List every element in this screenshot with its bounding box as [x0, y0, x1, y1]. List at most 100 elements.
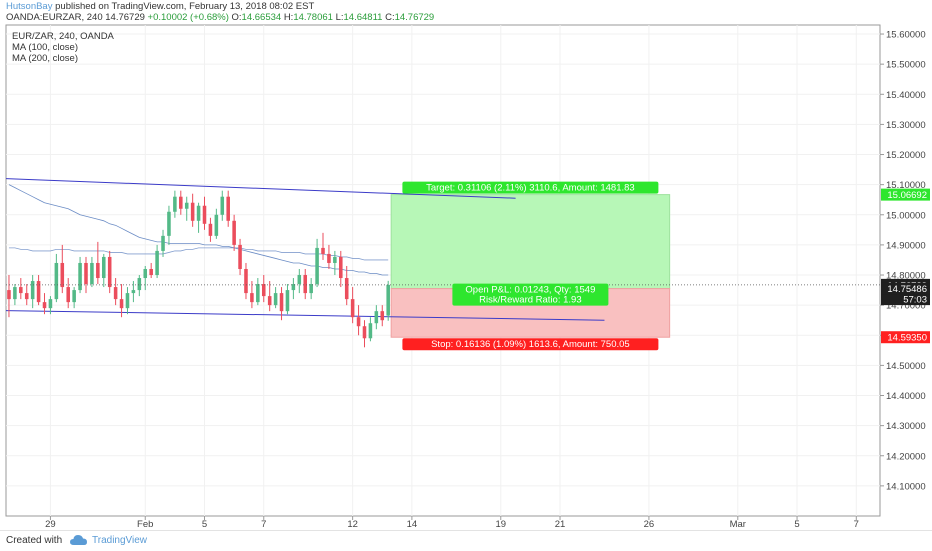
- candle-body: [315, 247, 319, 285]
- position-tool[interactable]: [390, 194, 671, 338]
- y-tick-label: 14.90000: [886, 240, 926, 251]
- y-tick-label: 15.40000: [886, 90, 926, 101]
- trendline: [5, 310, 605, 321]
- candle: [309, 278, 313, 300]
- candle-body: [107, 256, 112, 288]
- y-tick-label: 14.30000: [886, 421, 926, 432]
- candle-body: [250, 293, 254, 303]
- candle-body: [54, 262, 59, 300]
- candle-body: [19, 287, 23, 294]
- x-tick-label: 5: [794, 519, 799, 530]
- candle: [167, 205, 171, 245]
- time-axis[interactable]: 29 Feb 5 7 12 14 19 21 26 Mar 5 7: [45, 516, 859, 530]
- candle: [7, 275, 11, 318]
- candle-body: [90, 262, 94, 285]
- candle-body: [273, 293, 278, 306]
- candle: [161, 229, 165, 257]
- candle: [279, 287, 284, 321]
- candle-body: [24, 293, 29, 300]
- publish-line: HutsonBay published on TradingView.com, …: [6, 1, 314, 12]
- price-axis-badge-bg: [881, 282, 930, 295]
- candle: [101, 253, 106, 288]
- candle-body: [256, 284, 260, 303]
- candle: [24, 284, 29, 306]
- target-zone[interactable]: [390, 194, 671, 290]
- candle-body: [72, 290, 76, 303]
- candle: [84, 256, 88, 294]
- candle: [48, 296, 53, 315]
- trendlines[interactable]: [5, 178, 605, 321]
- candle: [90, 256, 94, 288]
- author-name[interactable]: HutsonBay: [6, 1, 53, 12]
- candle-body: [96, 262, 100, 279]
- candle-body: [226, 196, 230, 221]
- candle: [214, 208, 219, 239]
- position-labels: Target: 0.31106 (2.11%) 3110.6, Amount: …: [402, 181, 659, 351]
- candle: [261, 275, 266, 303]
- candle: [149, 262, 153, 279]
- candle: [250, 281, 254, 309]
- chart-legend: EUR/ZAR, 240, OANDA MA (100, close) MA (…: [12, 31, 115, 64]
- candle-body: [113, 287, 118, 300]
- candle: [42, 293, 47, 315]
- x-tick-label: 7: [854, 519, 859, 530]
- candle-body: [261, 284, 266, 297]
- candle: [374, 305, 379, 330]
- tradingview-brand[interactable]: TradingView: [92, 535, 148, 546]
- candle: [362, 320, 367, 348]
- candle-body: [119, 299, 124, 309]
- candle: [220, 190, 225, 221]
- candle: [13, 284, 17, 306]
- candle-body: [333, 256, 337, 263]
- candle: [380, 305, 385, 327]
- candle: [96, 241, 100, 285]
- y-tick-label: 14.50000: [886, 361, 926, 372]
- x-tick-label: 12: [347, 519, 358, 530]
- candle: [179, 190, 183, 215]
- ohlc-low-label: L:: [335, 12, 344, 23]
- y-tick-label: 15.20000: [886, 150, 926, 161]
- price-axis[interactable]: 14.10000 14.20000 14.30000 14.40000 14.50000…: [880, 30, 926, 493]
- candles: [7, 190, 390, 348]
- candle: [196, 202, 201, 233]
- candle-body: [149, 268, 153, 276]
- candle: [190, 193, 195, 227]
- candle: [36, 275, 41, 306]
- candle-body: [161, 235, 165, 251]
- candle-body: [48, 299, 53, 309]
- candle-body: [279, 293, 284, 312]
- ohlc-high-value: 14.78061: [293, 12, 333, 23]
- candle: [356, 305, 361, 336]
- candle: [30, 275, 35, 309]
- chart-canvas[interactable]: Target: 0.31106 (2.11%) 3110.6, Amount: …: [0, 24, 932, 530]
- candle: [202, 196, 207, 230]
- candle-body: [179, 196, 183, 209]
- price-axis-badge-bg: [881, 188, 930, 201]
- candle: [19, 278, 23, 300]
- y-tick-label: 14.20000: [886, 451, 926, 462]
- candle: [78, 256, 82, 294]
- candle-body: [184, 202, 189, 209]
- x-tick-label: Feb: [137, 519, 153, 530]
- pnl-label-bg: [452, 283, 609, 306]
- candle-body: [344, 278, 349, 300]
- candle: [327, 244, 331, 269]
- candle-body: [362, 326, 367, 339]
- x-tick-label: 5: [202, 519, 207, 530]
- price-axis-badge: 14.75486: [881, 282, 930, 295]
- candle-body: [60, 262, 65, 288]
- price-change: +0.10002 (+0.68%): [147, 12, 229, 23]
- candle: [60, 244, 65, 294]
- y-tick-label: 15.50000: [886, 60, 926, 71]
- legend-ma100: MA (100, close): [12, 42, 78, 53]
- candle-body: [143, 268, 148, 279]
- y-tick-label: 14.70000: [886, 301, 926, 312]
- symbol-text: OANDA:EURZAR, 240: [6, 12, 103, 23]
- candle: [303, 268, 308, 300]
- candle: [72, 287, 76, 309]
- candle-body: [214, 214, 219, 236]
- candle: [297, 268, 302, 294]
- last-price: 14.76729: [105, 12, 145, 23]
- candle: [285, 284, 290, 315]
